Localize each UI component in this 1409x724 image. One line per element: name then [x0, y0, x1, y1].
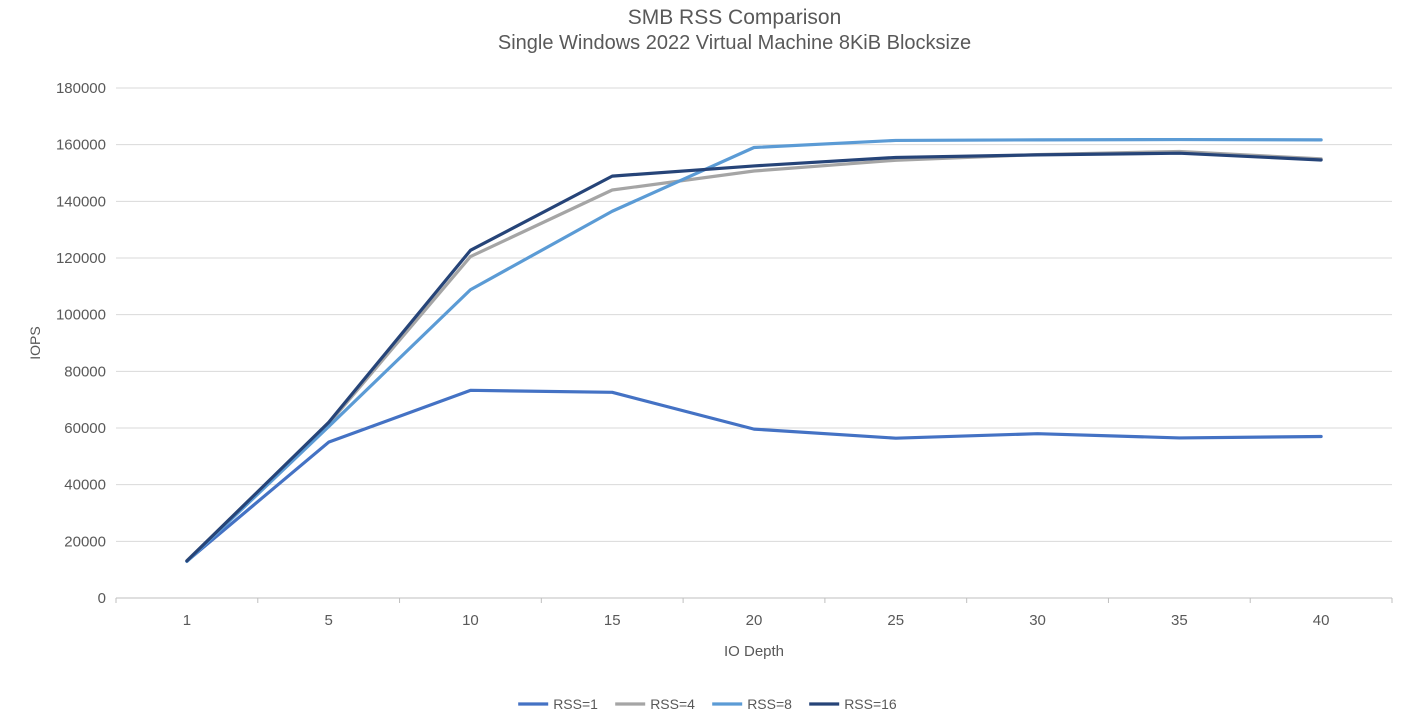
legend-label: RSS=1: [553, 696, 598, 712]
series-line-rss-4: [185, 149, 1323, 563]
y-tick-label: 140000: [56, 193, 106, 210]
x-tick-label: 40: [1313, 612, 1330, 629]
legend-item: RSS=16: [809, 696, 897, 712]
series-line-rss-16: [185, 151, 1323, 563]
x-tick-label: 15: [604, 612, 621, 629]
y-tick-label: 80000: [64, 363, 106, 380]
x-tick-label: 5: [324, 612, 332, 629]
x-tick-label: 1: [183, 612, 191, 629]
series-line-rss-8: [185, 137, 1323, 564]
x-tick-label: 10: [462, 612, 479, 629]
y-tick-label: 100000: [56, 307, 106, 324]
x-tick-label: 25: [887, 612, 904, 629]
x-tick-label: 20: [746, 612, 763, 629]
y-tick-label: 40000: [64, 477, 106, 494]
series-line-rss-1: [185, 388, 1323, 563]
y-tick-label: 120000: [56, 250, 106, 267]
y-tick-label: 60000: [64, 420, 106, 437]
y-tick-label: 0: [98, 590, 106, 607]
x-tick-label: 30: [1029, 612, 1046, 629]
legend-label: RSS=16: [844, 696, 897, 712]
y-tick-label: 20000: [64, 533, 106, 550]
x-axis-title: IO Depth: [724, 643, 784, 660]
legend-item: RSS=8: [712, 696, 792, 712]
legend-label: RSS=8: [747, 696, 792, 712]
legend-label: RSS=4: [650, 696, 695, 712]
y-axis-title: IOPS: [27, 326, 43, 359]
y-tick-label: 160000: [56, 137, 106, 154]
y-tick-label: 180000: [56, 80, 106, 97]
legend-item: RSS=1: [518, 696, 598, 712]
x-tick-label: 35: [1171, 612, 1188, 629]
legend-item: RSS=4: [615, 696, 695, 712]
